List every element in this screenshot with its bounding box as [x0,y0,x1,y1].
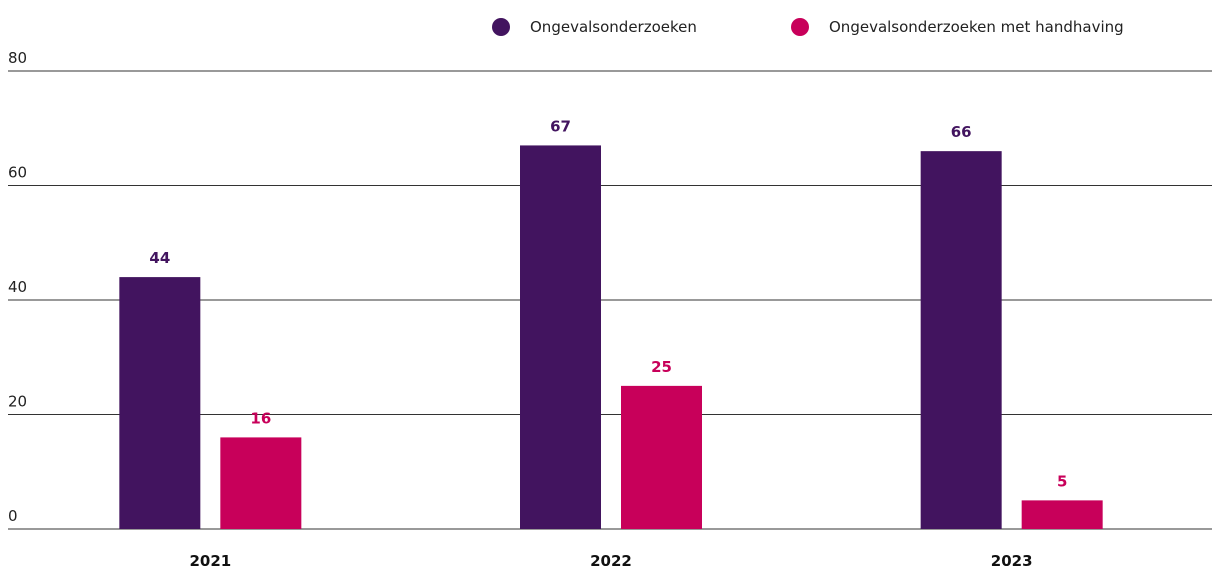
y-tick-label: 0 [8,507,18,525]
bar [1021,500,1103,529]
y-tick-label: 40 [8,278,27,296]
bar [520,145,601,530]
x-tick-label: 2021 [189,552,231,570]
bar [220,437,302,529]
y-tick-label: 60 [8,164,27,182]
legend-marker [492,18,510,36]
x-tick-label: 2023 [991,552,1033,570]
value-label: 25 [651,358,672,376]
y-tick-label: 80 [8,49,27,67]
value-label: 44 [149,249,170,267]
bar [621,385,702,529]
legend-marker [791,18,809,36]
value-label: 66 [951,123,972,141]
legend-label: Ongevalsonderzoeken met handhaving [829,18,1124,36]
value-label: 67 [550,117,571,135]
x-tick-label: 2022 [590,552,632,570]
bar [119,277,201,529]
y-tick-label: 20 [8,393,27,411]
value-label: 16 [250,409,271,427]
legend-label: Ongevalsonderzoeken [530,18,697,36]
value-label: 5 [1057,472,1067,490]
bar [920,151,1002,529]
